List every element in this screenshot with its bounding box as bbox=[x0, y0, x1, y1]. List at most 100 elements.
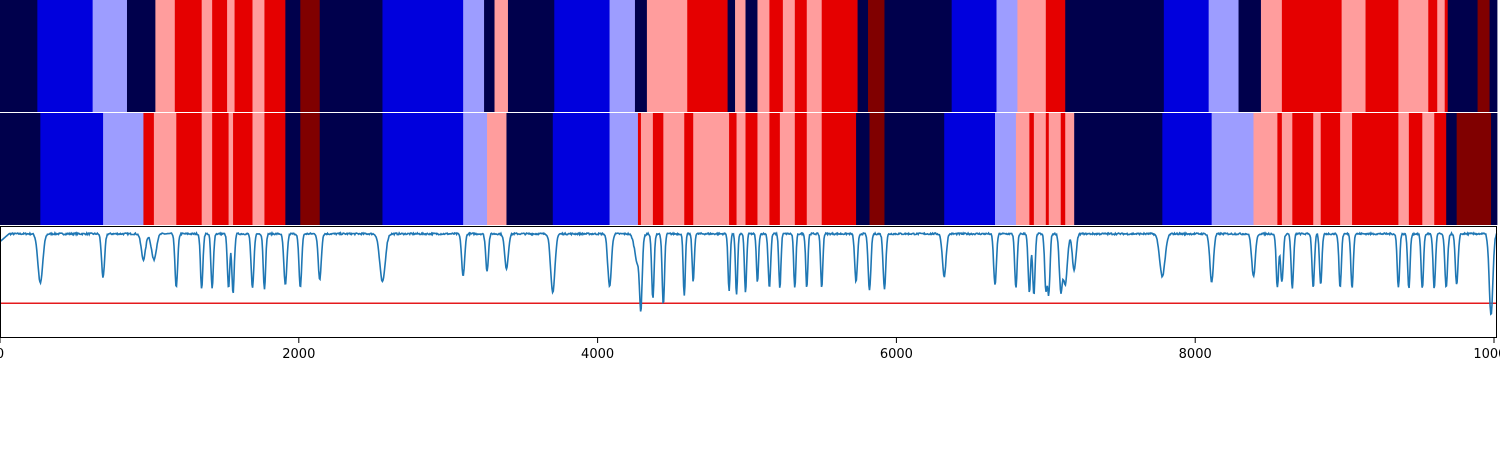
segment bbox=[1163, 0, 1210, 112]
segment bbox=[1045, 113, 1050, 225]
segment bbox=[869, 113, 885, 225]
segment bbox=[727, 0, 736, 112]
segment bbox=[693, 113, 730, 225]
segment bbox=[782, 0, 796, 112]
segment bbox=[0, 113, 41, 225]
segment bbox=[0, 0, 38, 112]
segment bbox=[153, 113, 177, 225]
segment bbox=[155, 0, 176, 112]
segment bbox=[319, 113, 383, 225]
segment bbox=[1352, 113, 1399, 225]
segment bbox=[806, 113, 823, 225]
segment bbox=[103, 113, 144, 225]
segment bbox=[1033, 113, 1047, 225]
segment bbox=[1398, 0, 1429, 112]
segment bbox=[1491, 113, 1498, 225]
signal-panel-frame bbox=[0, 226, 1497, 338]
segment bbox=[252, 113, 265, 225]
segment bbox=[487, 113, 507, 225]
segment bbox=[1446, 113, 1458, 225]
segment bbox=[868, 0, 885, 112]
segment bbox=[1253, 113, 1278, 225]
segment bbox=[1162, 113, 1213, 225]
segment bbox=[143, 113, 155, 225]
segment bbox=[1398, 113, 1410, 225]
segment bbox=[227, 0, 235, 112]
segment bbox=[1065, 0, 1165, 112]
segment bbox=[319, 0, 383, 112]
segment bbox=[1048, 113, 1062, 225]
segmentation-track-2 bbox=[0, 113, 1498, 225]
segment bbox=[609, 113, 639, 225]
signal-panel bbox=[0, 226, 1498, 338]
segment bbox=[494, 0, 509, 112]
segment bbox=[37, 0, 94, 112]
segment bbox=[1477, 0, 1490, 112]
segment bbox=[1281, 0, 1343, 112]
segment bbox=[794, 113, 808, 225]
segment bbox=[507, 0, 555, 112]
segment bbox=[285, 113, 301, 225]
segment bbox=[228, 113, 234, 225]
segment bbox=[735, 0, 746, 112]
segment bbox=[794, 0, 808, 112]
segment bbox=[637, 113, 642, 225]
segment bbox=[1341, 0, 1366, 112]
segment bbox=[201, 113, 213, 225]
segment bbox=[300, 0, 321, 112]
segment bbox=[1320, 113, 1341, 225]
segment bbox=[1065, 113, 1075, 225]
segment bbox=[1428, 0, 1438, 112]
segment bbox=[640, 113, 654, 225]
x-tick-label: 8000 bbox=[1179, 347, 1212, 362]
segment bbox=[1422, 113, 1435, 225]
segment bbox=[996, 0, 1018, 112]
segment bbox=[1408, 113, 1423, 225]
segment bbox=[1456, 113, 1492, 225]
segment bbox=[1434, 113, 1447, 225]
segment bbox=[126, 0, 156, 112]
segment bbox=[552, 113, 610, 225]
segment bbox=[1211, 113, 1254, 225]
x-tick-label: 4000 bbox=[581, 347, 614, 362]
segment bbox=[736, 113, 746, 225]
segment bbox=[40, 113, 104, 225]
segment bbox=[821, 0, 858, 112]
segment bbox=[856, 113, 870, 225]
segment bbox=[1365, 0, 1399, 112]
segment bbox=[484, 0, 495, 112]
segment bbox=[92, 0, 128, 112]
x-axis: 0 2000 4000 6000 8000 10000 bbox=[0, 338, 1500, 362]
segment bbox=[1045, 0, 1066, 112]
segment bbox=[951, 0, 997, 112]
segment bbox=[506, 113, 554, 225]
segment bbox=[201, 0, 213, 112]
segment bbox=[646, 0, 688, 112]
x-tick-label: 2000 bbox=[282, 347, 315, 362]
segment bbox=[1281, 113, 1293, 225]
segment bbox=[1238, 0, 1262, 112]
segment bbox=[821, 113, 857, 225]
segment bbox=[252, 0, 265, 112]
segment bbox=[234, 0, 253, 112]
segment bbox=[1447, 0, 1478, 112]
segment bbox=[769, 113, 781, 225]
x-tick-label: 6000 bbox=[880, 347, 913, 362]
segment bbox=[1015, 113, 1030, 225]
segment bbox=[884, 113, 945, 225]
segment bbox=[687, 0, 728, 112]
segment bbox=[1437, 0, 1446, 112]
segment bbox=[1444, 0, 1449, 112]
segment bbox=[757, 0, 770, 112]
segment bbox=[634, 0, 648, 112]
segment bbox=[212, 113, 229, 225]
segment bbox=[857, 0, 869, 112]
segment bbox=[176, 113, 203, 225]
segment bbox=[300, 113, 321, 225]
segment bbox=[1340, 113, 1353, 225]
segment bbox=[1489, 0, 1498, 112]
segment bbox=[884, 0, 953, 112]
segment bbox=[285, 0, 301, 112]
segmentation-track-1 bbox=[0, 0, 1498, 112]
segment bbox=[729, 113, 737, 225]
